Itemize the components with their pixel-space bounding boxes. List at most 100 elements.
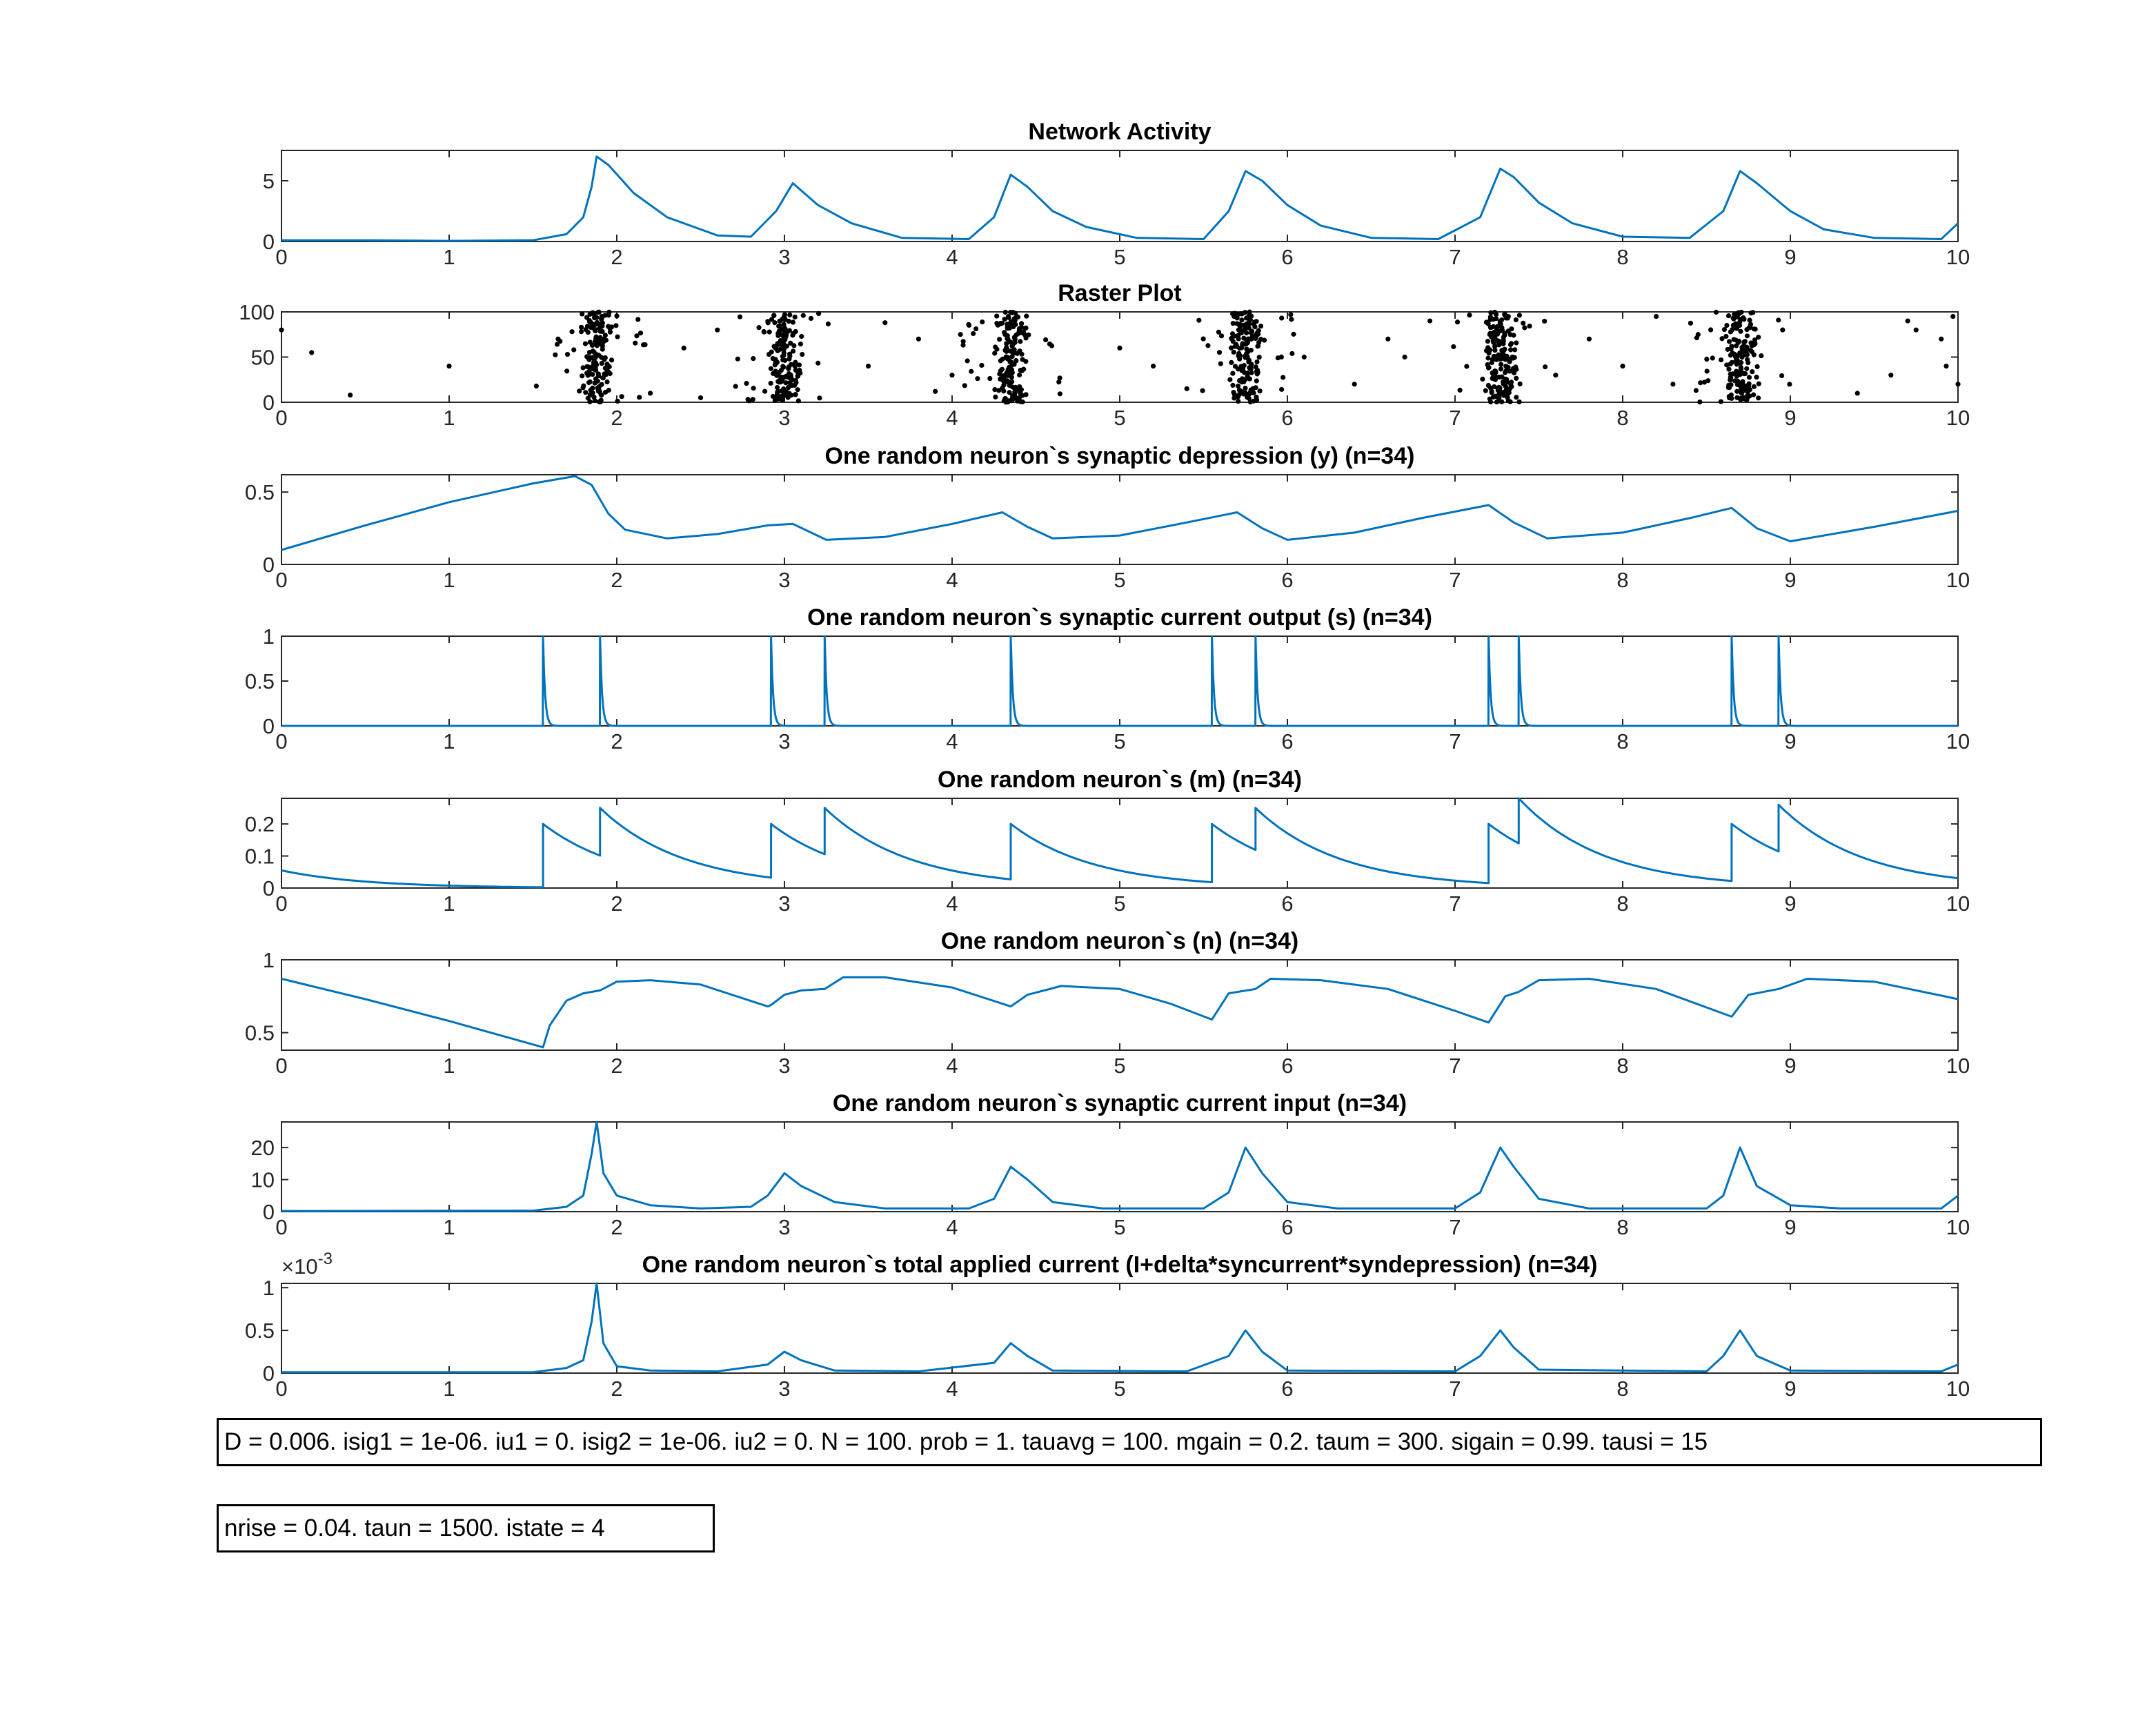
spike-dot [994, 313, 1000, 319]
x-tick-label: 9 [1784, 406, 1796, 430]
spike-dot [1726, 366, 1732, 372]
spike-dot [1151, 364, 1156, 369]
spike-dot [1013, 384, 1018, 390]
spike-dot [1713, 309, 1719, 315]
spike-dot [1229, 359, 1234, 366]
spike-dot [792, 314, 798, 320]
spike-dot [564, 368, 570, 374]
axes-box [281, 635, 1959, 727]
spike-dot [569, 329, 575, 335]
spike-dot [1288, 312, 1294, 317]
spike-dot [1746, 375, 1752, 380]
x-tick-label: 8 [1616, 1377, 1628, 1401]
spike-dot [1232, 395, 1237, 401]
spike-dot [1009, 322, 1015, 328]
spike-dot [1230, 371, 1236, 376]
x-tick-label: 7 [1449, 729, 1461, 753]
spike-dot [1216, 350, 1223, 355]
spike-dot [1517, 381, 1523, 387]
spike-dot [1402, 354, 1407, 360]
spike-dot [1016, 372, 1022, 378]
spike-dot [780, 316, 785, 322]
spike-dot [1248, 365, 1254, 371]
spike-dot [1732, 312, 1737, 317]
spike-dot [916, 336, 921, 342]
spike-dot [607, 329, 613, 335]
spike-dot [1505, 398, 1512, 404]
x-tick-label: 7 [1449, 1215, 1461, 1239]
spike-dot [1731, 337, 1737, 342]
spike-dot [1005, 347, 1010, 353]
x-tick-label: 6 [1281, 1215, 1293, 1239]
spike-dot [1247, 376, 1252, 382]
spike-dot [1232, 333, 1237, 339]
spike-dot [1516, 313, 1523, 318]
spike-dot [1246, 395, 1252, 402]
spike-dot [793, 391, 798, 397]
spike-dot [593, 362, 599, 368]
spike-dot [1236, 366, 1241, 372]
spike-dot [789, 393, 794, 398]
spike-dot [770, 393, 776, 400]
spike-dot [1228, 345, 1234, 351]
spike-dot [588, 366, 593, 372]
spike-dot [1512, 347, 1518, 353]
spike-dot [1253, 364, 1258, 370]
y-tick-label: 0 [263, 1200, 275, 1224]
spike-dot [1776, 317, 1781, 323]
x-tick-label: 7 [1449, 891, 1461, 916]
spike-dot [593, 368, 599, 373]
spike-dot [1236, 336, 1241, 342]
spike-dot [1018, 391, 1023, 396]
spike-dot [1007, 382, 1012, 388]
spike-dot [996, 388, 1002, 393]
spike-dot [1247, 309, 1252, 315]
x-tick-label: 10 [1946, 406, 1970, 430]
spike-dot [993, 394, 998, 400]
x-tick-label: 7 [1449, 406, 1461, 430]
spike-dot [865, 364, 871, 369]
spike-dot [1487, 385, 1494, 391]
spike-dot [607, 326, 613, 331]
y-tick-label: 1 [263, 1276, 275, 1300]
spike-dot [609, 357, 615, 363]
spike-dot [1241, 335, 1247, 341]
spike-dot [756, 325, 762, 331]
spike-dot [1741, 396, 1748, 402]
subplot-4: One random neuron`s synaptic current out… [245, 604, 1970, 753]
spike-dot [1249, 313, 1254, 319]
spike-dot [1239, 345, 1245, 351]
x-tick-label: 0 [275, 1377, 287, 1401]
spike-dot [1279, 315, 1285, 321]
spike-dot [790, 319, 796, 325]
spike-dot [1485, 338, 1490, 344]
spike-dot [782, 312, 788, 317]
x-tick-label: 9 [1784, 245, 1796, 269]
spike-dot [1497, 385, 1503, 391]
spike-dot [787, 353, 793, 359]
y-tick-label: 0 [263, 391, 275, 415]
x-tick-label: 2 [611, 729, 622, 753]
spike-dot [1242, 370, 1247, 375]
spike-dot [1003, 354, 1009, 359]
spike-dot [1542, 318, 1547, 324]
spike-dot [1499, 362, 1504, 367]
spike-dot [992, 386, 998, 393]
spike-dot [1301, 354, 1307, 360]
spike-dot [1232, 344, 1238, 349]
spike-dot [600, 339, 606, 345]
spike-dot [744, 381, 749, 386]
spike-dot [1017, 384, 1022, 390]
spike-dot [1503, 364, 1509, 369]
x-tick-label: 2 [611, 891, 622, 916]
spike-dot [1056, 379, 1062, 385]
spike-dot [1237, 353, 1243, 359]
spike-dot [1734, 395, 1740, 400]
spike-dot [1184, 386, 1189, 391]
spike-dot [1739, 344, 1745, 351]
x-tick-label: 0 [275, 729, 287, 753]
y-tick-label: 5 [263, 169, 275, 193]
spike-dot [762, 388, 768, 394]
spike-dot [1728, 371, 1733, 377]
